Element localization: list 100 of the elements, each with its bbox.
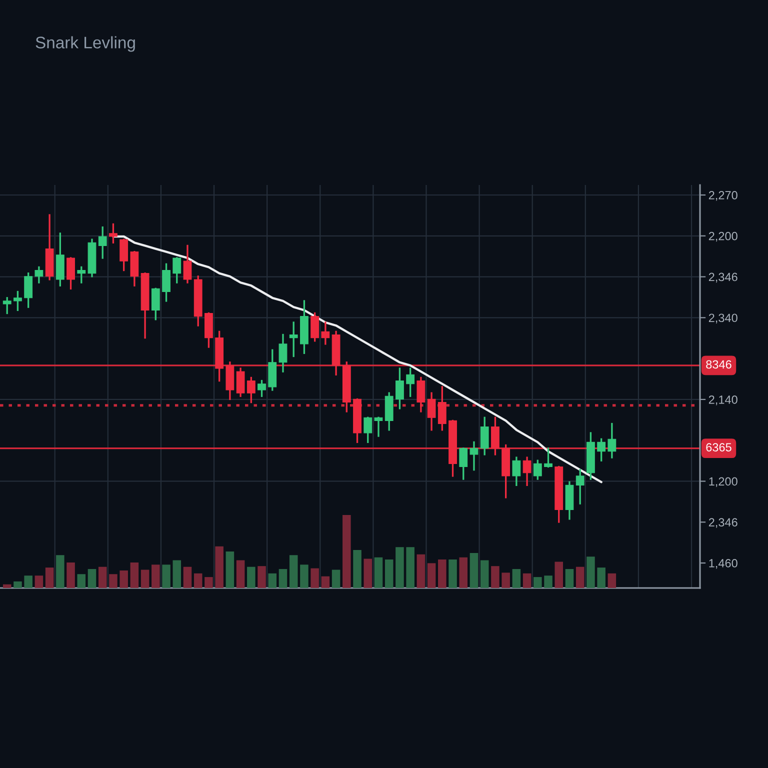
bar (565, 569, 574, 588)
candlestick (24, 272, 33, 308)
candlestick (438, 386, 446, 431)
candlestick (480, 416, 489, 456)
bar (470, 552, 478, 588)
bar (66, 562, 75, 588)
bar (416, 554, 426, 588)
candlestick (491, 416, 500, 456)
chart-subtitle: Snark Levling (36, 36, 135, 52)
candlestick (522, 456, 532, 486)
candlestick (14, 290, 22, 312)
bar (512, 569, 521, 588)
text: 2,340 (708, 314, 738, 324)
bar (56, 555, 64, 588)
bar (448, 560, 457, 588)
bar (194, 573, 202, 588)
candlestick (278, 334, 288, 372)
bar (140, 570, 150, 588)
candlestick (258, 380, 266, 397)
bar (406, 547, 414, 588)
bar (34, 576, 44, 588)
bar (268, 573, 277, 588)
bar (247, 566, 256, 588)
bar (300, 564, 308, 588)
bar (162, 564, 170, 588)
bar (321, 576, 330, 588)
candlestick (151, 288, 160, 320)
bar (215, 546, 224, 588)
candlestick (246, 376, 256, 404)
bar (364, 558, 372, 588)
bar (278, 569, 288, 588)
bar (310, 568, 319, 588)
bar (374, 557, 383, 588)
text: 2,270 (708, 191, 738, 201)
candlestick (470, 441, 478, 471)
bar (353, 550, 362, 588)
bar (491, 566, 500, 588)
text: 2,346 (708, 272, 738, 283)
candlestick (77, 266, 86, 284)
text: 2,346 (708, 518, 738, 528)
text: 2,140 (708, 395, 738, 406)
bar (289, 555, 298, 588)
candlestick (364, 416, 372, 444)
candlestick (162, 263, 170, 302)
bar (88, 569, 96, 588)
bar (204, 577, 213, 588)
candlestick (533, 460, 542, 480)
candlestick (289, 322, 298, 358)
bar (45, 568, 54, 588)
candlestick (597, 438, 606, 462)
text: 1,200 (709, 477, 738, 488)
candlestick (66, 257, 75, 290)
text: 6365 (706, 443, 732, 452)
bar (554, 562, 564, 588)
candlestick (459, 447, 468, 480)
bar (502, 572, 510, 588)
candlestick (2, 297, 12, 314)
text: 8346 (706, 360, 732, 369)
candlestick (544, 447, 552, 468)
candlestick (183, 244, 192, 284)
bar (2, 584, 12, 588)
candlestick (120, 238, 128, 272)
bar (384, 560, 394, 588)
bar (258, 566, 266, 588)
text: 1,460 (709, 559, 738, 569)
bar (586, 556, 595, 588)
bar (14, 581, 22, 588)
bar (183, 566, 192, 588)
candlestick (396, 368, 404, 410)
candlestick (310, 312, 320, 342)
bar (396, 547, 404, 588)
candlestick (236, 368, 245, 397)
bar (130, 562, 139, 588)
bar (332, 570, 340, 588)
bar (172, 560, 182, 588)
bar (534, 577, 542, 588)
text: 2,200 (708, 232, 738, 242)
bar (522, 573, 532, 588)
candlestick (427, 392, 436, 431)
bar (427, 563, 436, 588)
bar (109, 574, 118, 588)
bar (226, 552, 234, 588)
bar (544, 576, 552, 588)
candlestick (172, 257, 182, 284)
candlestick (321, 322, 330, 345)
bar (152, 564, 160, 588)
bar (480, 560, 489, 588)
bar (24, 576, 32, 588)
bar (236, 560, 245, 588)
candlestick (98, 226, 107, 259)
bar (438, 560, 446, 588)
bar (120, 570, 128, 588)
bar (98, 566, 107, 588)
candlestick (34, 266, 44, 284)
candlestick (512, 456, 521, 486)
candlestick (576, 468, 584, 504)
bar (342, 515, 351, 588)
candlestick (109, 223, 118, 244)
candlestick (374, 416, 383, 437)
bar (576, 566, 584, 588)
